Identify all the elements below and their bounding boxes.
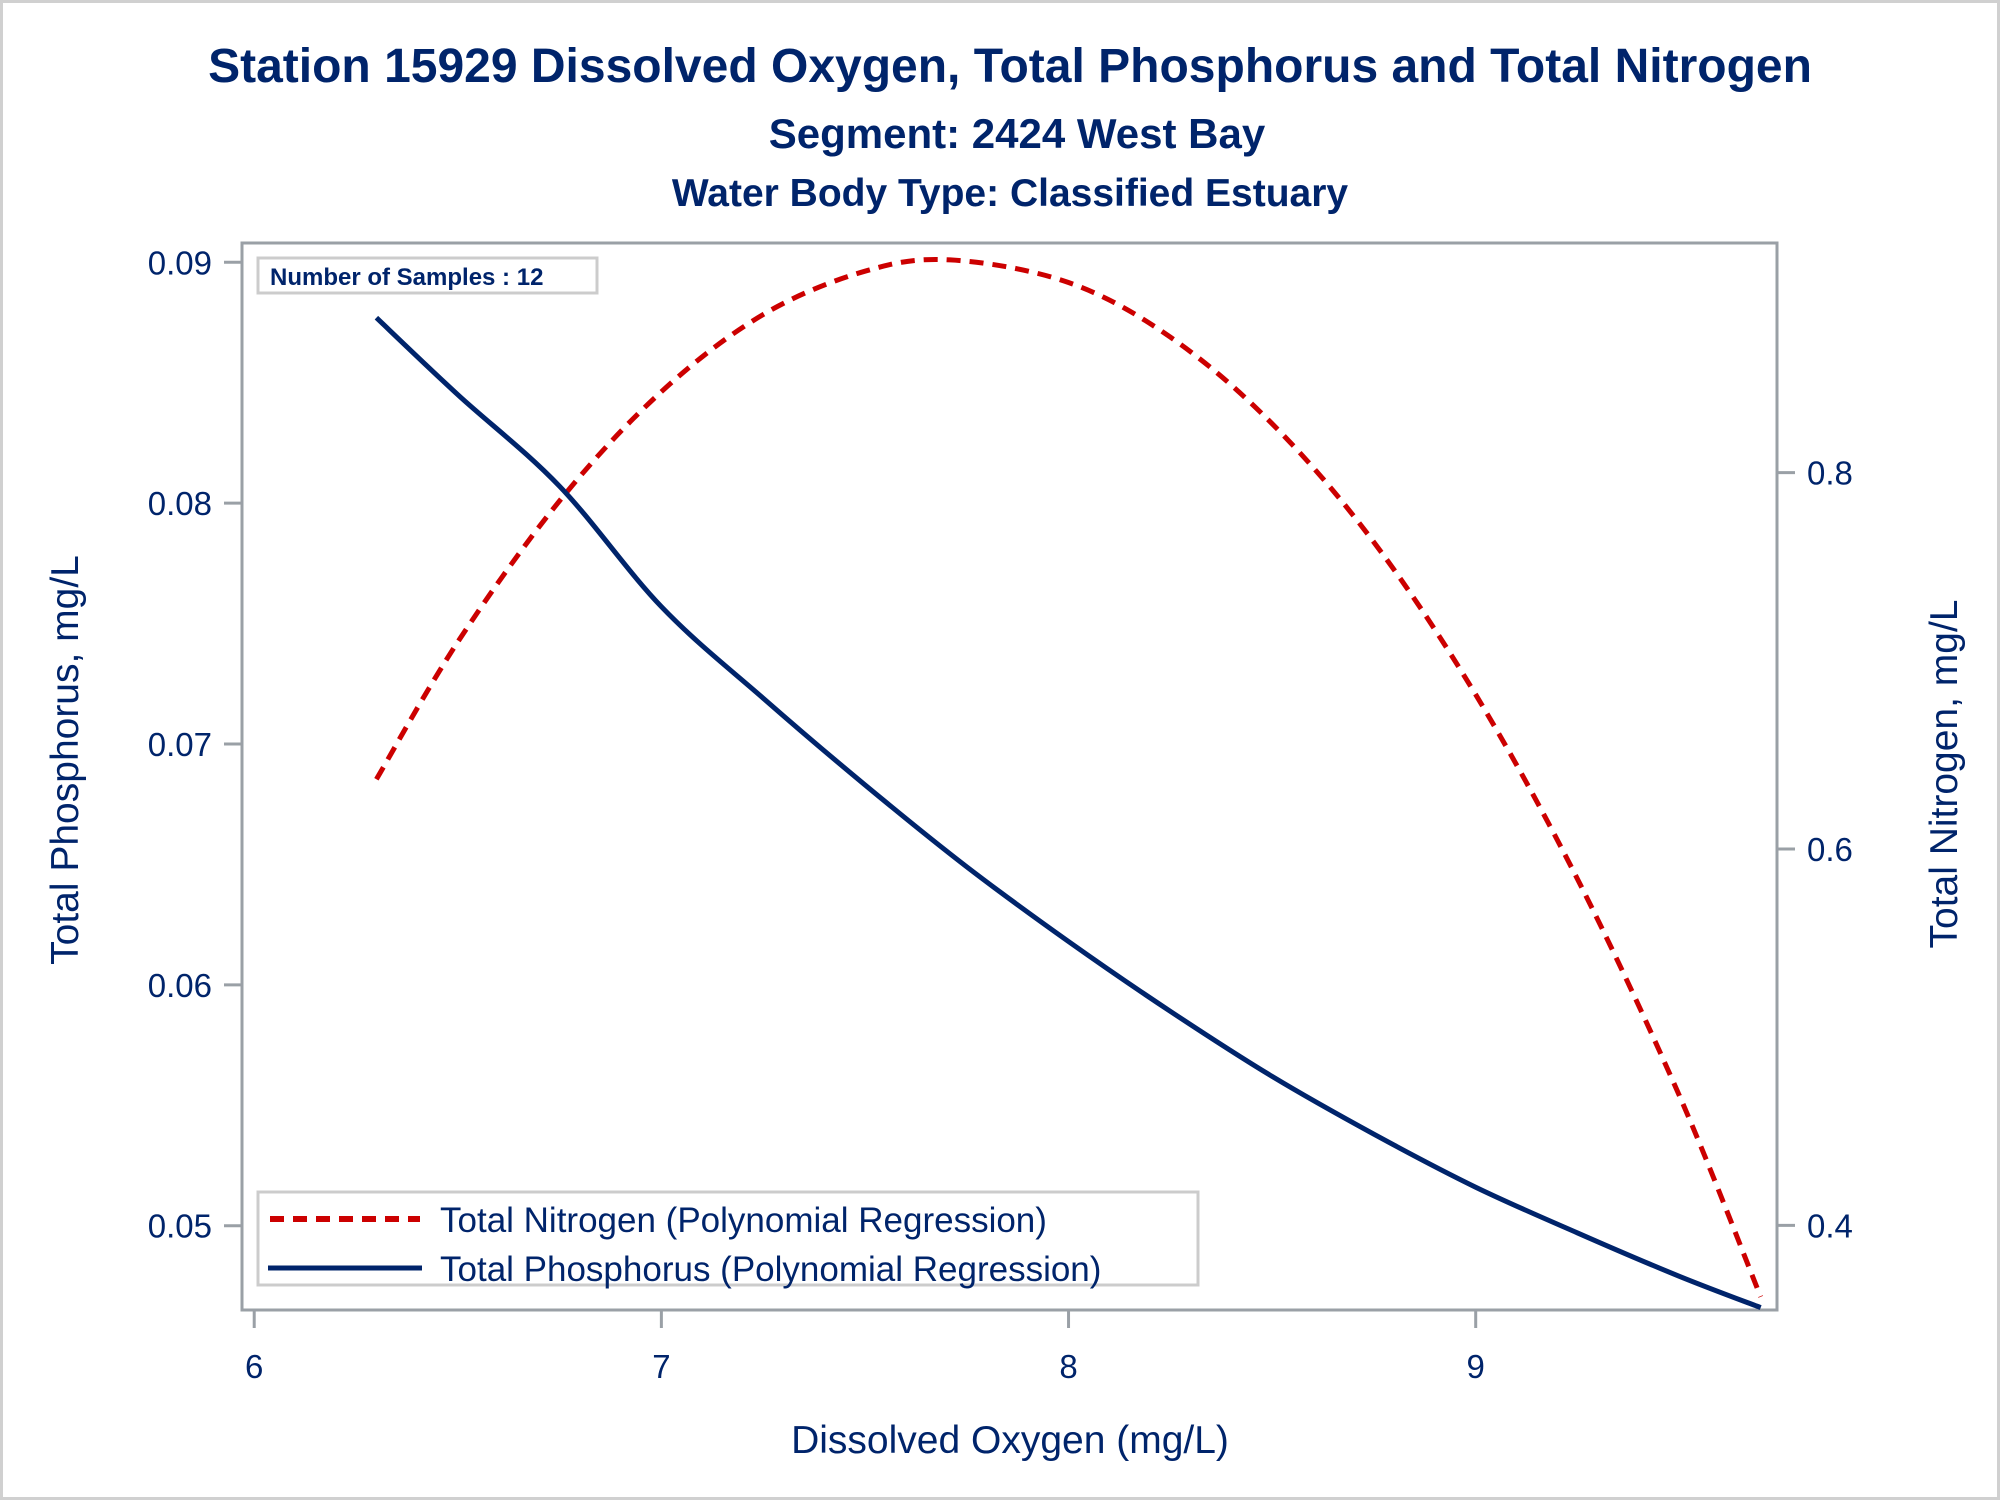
x-tick-label: 8 — [1059, 1348, 1077, 1385]
y-axis-right-label: Total Nitrogen, mg/L — [1923, 599, 1966, 948]
x-tick-label: 7 — [652, 1348, 670, 1385]
series-line-total-nitrogen — [374, 257, 1764, 1298]
chart-title: Station 15929 Dissolved Oxygen, Total Ph… — [208, 40, 1812, 93]
chart-subtitle: Segment: 2424 West Bay — [769, 110, 1266, 157]
legend-box — [256, 1190, 1200, 1287]
y-tick-label: 0.09 — [148, 244, 212, 281]
series-line-total-phosphorus — [374, 315, 1762, 1310]
x-axis-label: Dissolved Oxygen (mg/L) — [791, 1419, 1229, 1462]
y-axis-left: 0.05 0.06 0.07 0.08 0.09 — [148, 244, 242, 1245]
legend-label-total-nitrogen: Total Nitrogen (Polynomial Regression) — [440, 1201, 1047, 1240]
y-axis-right: 0.4 0.6 0.8 — [1777, 455, 1853, 1244]
y2-tick-label: 0.6 — [1807, 831, 1853, 868]
y-axis-left-label: Total Phosphorus, mg/L — [44, 555, 87, 965]
series-layer — [374, 257, 1764, 1310]
x-axis: 6 7 8 9 — [245, 1310, 1485, 1385]
sample-count-box — [256, 256, 599, 295]
x-tick-label: 9 — [1467, 1348, 1485, 1385]
y2-tick-label: 0.8 — [1807, 455, 1853, 492]
y2-tick-label: 0.4 — [1807, 1207, 1853, 1244]
y-tick-label: 0.07 — [148, 726, 212, 763]
x-tick-label: 6 — [245, 1348, 263, 1385]
plot-frame — [240, 241, 1779, 1312]
legend-label-total-phosphorus: Total Phosphorus (Polynomial Regression) — [440, 1250, 1101, 1289]
y-tick-label: 0.06 — [148, 967, 212, 1004]
sample-count-text: Number of Samples : 12 — [270, 264, 543, 291]
chart-subtitle-water-body: Water Body Type: Classified Estuary — [672, 172, 1348, 215]
y-tick-label: 0.08 — [148, 485, 212, 522]
y-tick-label: 0.05 — [148, 1208, 212, 1245]
